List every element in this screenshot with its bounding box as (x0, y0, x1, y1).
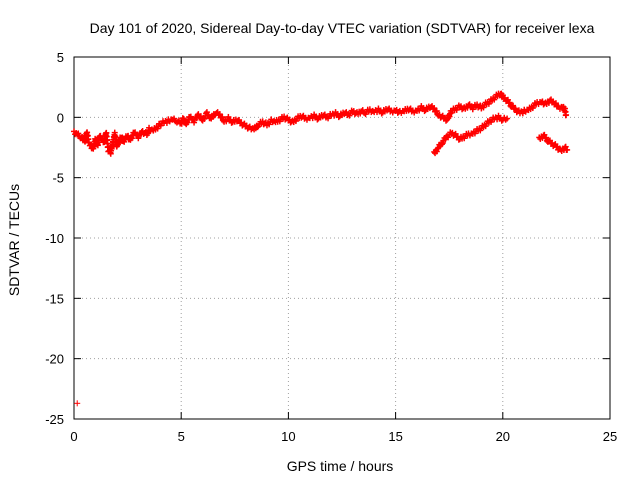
data-point-outlier (74, 400, 81, 407)
tick-labels: 0 5 10 15 20 25 5 0 -5 -10 -15 -20 -25 (45, 50, 617, 444)
data-point-secondary-track (433, 148, 440, 155)
data-point-main-track (421, 108, 428, 115)
data-point-late-segment (564, 146, 571, 153)
x-tick-label: 0 (70, 429, 77, 444)
y-axis-label: SDTVAR / TECUs (6, 184, 22, 296)
data-point-main-track (201, 115, 208, 122)
data-point-main-track (254, 124, 261, 131)
plot-frame (73, 56, 611, 420)
data-point-main-track (506, 99, 513, 106)
data-point-secondary-track (504, 115, 511, 122)
y-tick-label: 5 (57, 50, 64, 65)
y-tick-label: -5 (52, 171, 64, 186)
y-tick-label: -10 (45, 231, 64, 246)
x-tick-label: 10 (281, 429, 295, 444)
x-axis-label: GPS time / hours (287, 458, 394, 474)
data-point-secondary-track (438, 141, 445, 148)
x-tick-label: 15 (388, 429, 402, 444)
y-tick-label: -25 (45, 412, 64, 427)
x-tick-label: 25 (603, 429, 617, 444)
data-point-main-track (378, 110, 385, 117)
data-point-main-track (563, 111, 570, 118)
data-point-main-track (191, 119, 198, 126)
x-tick-label: 20 (496, 429, 510, 444)
data-point-late-segment (543, 134, 550, 141)
y-tick-label: -20 (45, 352, 64, 367)
data-point-main-track (511, 105, 518, 112)
data-point-main-track (314, 116, 321, 123)
data-point-main-track (121, 138, 128, 145)
data-point-main-track (433, 107, 440, 114)
x-tick-label: 5 (178, 429, 185, 444)
data-points (71, 90, 571, 407)
chart-title: Day 101 of 2020, Sidereal Day-to-day VTE… (90, 20, 595, 36)
y-tick-label: -15 (45, 291, 64, 306)
y-tick-label: 0 (57, 110, 64, 125)
data-point-main-track (75, 130, 82, 137)
data-point-main-track (335, 114, 342, 121)
